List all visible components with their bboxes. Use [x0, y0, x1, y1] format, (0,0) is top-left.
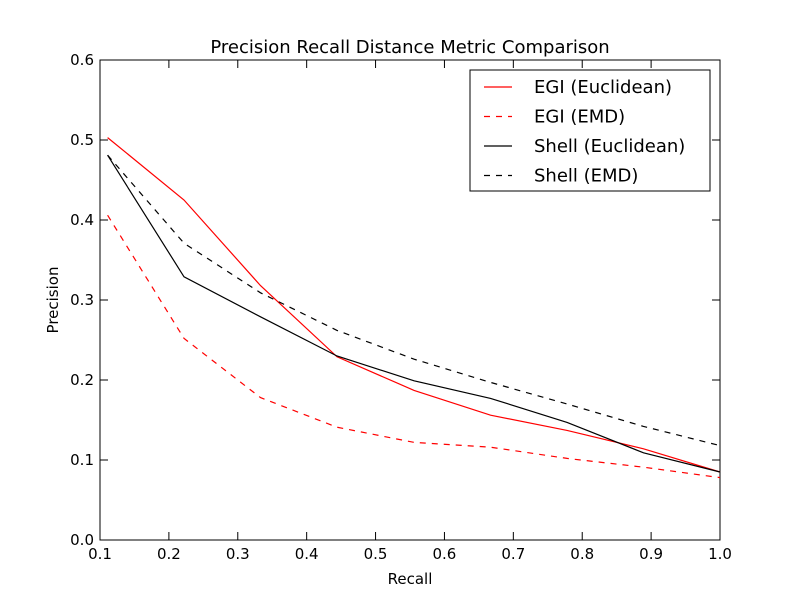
legend-box [469, 69, 711, 192]
x-axis-ticks: 0.1 0.2 0.3 0.4 0.5 0.6 0.7 0.8 0.9 1.0 [88, 60, 732, 563]
x-tick-label: 0.8 [570, 545, 594, 563]
y-axis-label: Precision [44, 267, 62, 334]
y-axis-ticks: 0.0 0.1 0.2 0.3 0.4 0.5 0.6 [70, 51, 720, 549]
x-axis-label: Recall [388, 570, 433, 588]
series-line-egi-emd [107, 214, 721, 479]
series-line-shell-euclidean [107, 154, 721, 473]
chart-title: Precision Recall Distance Metric Compari… [210, 37, 609, 58]
x-tick-label: 1.0 [708, 545, 732, 563]
y-tick-label: 0.0 [70, 531, 94, 549]
x-tick-label: 0.7 [501, 545, 525, 563]
legend-label: Shell (EMD) [534, 166, 638, 187]
y-tick-label: 0.2 [70, 371, 94, 389]
legend-label: Shell (Euclidean) [534, 136, 685, 157]
legend: EGI (Euclidean) EGI (EMD) Shell (Euclidean… [469, 69, 711, 192]
x-tick-label: 0.5 [364, 545, 388, 563]
x-tick-label: 0.3 [226, 545, 250, 563]
y-tick-label: 0.4 [70, 211, 94, 229]
y-tick-label: 0.1 [70, 451, 94, 469]
legend-label: EGI (EMD) [534, 107, 625, 128]
x-tick-label: 0.9 [639, 545, 663, 563]
y-tick-label: 0.5 [70, 131, 94, 149]
series-line-shell-emd [107, 154, 721, 447]
y-tick-label: 0.3 [70, 291, 94, 309]
y-tick-label: 0.6 [70, 51, 94, 69]
series-lines [107, 137, 721, 479]
x-tick-label: 0.2 [157, 545, 181, 563]
x-tick-label: 0.1 [88, 545, 112, 563]
legend-label: EGI (Euclidean) [534, 77, 672, 98]
x-tick-label: 0.4 [295, 545, 319, 563]
x-tick-label: 0.6 [433, 545, 457, 563]
